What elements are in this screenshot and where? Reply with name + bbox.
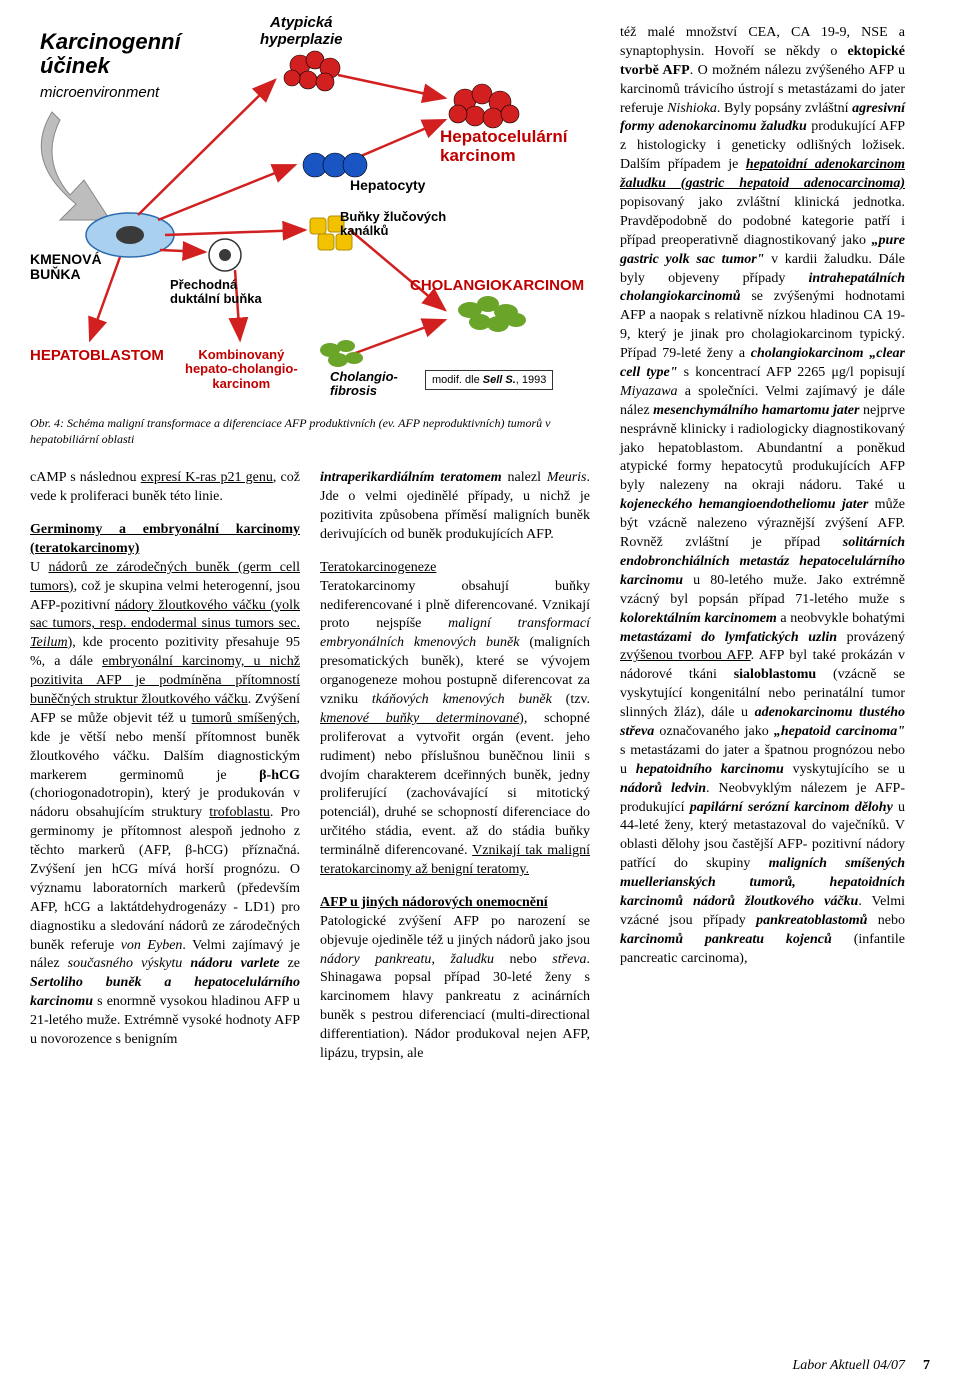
- label-bunky: Buňky žlučových kanálků: [340, 210, 446, 239]
- page-number: 7: [923, 1358, 930, 1373]
- heading-afp-jiny: AFP u jiných nádorových onemocnění: [320, 895, 548, 910]
- diagram: Karcinogenní účinek microenvironment Aty…: [30, 20, 590, 410]
- figure-block: Karcinogenní účinek microenvironment Aty…: [30, 20, 600, 1064]
- label-kombinovany: Kombinovaný hepato-cholangio- karcinom: [185, 348, 298, 391]
- label-atyp-hyper: Atypická hyperplazie: [260, 15, 343, 48]
- text-column-1: cAMP s následnou expresí K-ras p21 genu,…: [30, 469, 300, 1064]
- label-hepcar: Hepatocelulárníkarcinom: [440, 128, 568, 165]
- label-hepatoblastom: HEPATOBLASTOM: [30, 348, 164, 365]
- label-cholangiokarcinom: CHOLANGIOKARCINOM: [410, 278, 584, 295]
- diagram-title: Karcinogenní účinek microenvironment: [40, 30, 181, 103]
- label-prechodna: Přechodná duktální buňka: [170, 278, 262, 307]
- label-modif: modif. dle Sell S., 1993: [425, 370, 553, 390]
- text-column-3: též malé množství CEA, CA 19-9, NSE a sy…: [620, 20, 905, 1064]
- figure-caption: Obr. 4: Schéma maligní transformace a di…: [30, 416, 590, 447]
- page-footer: Labor Aktuell 04/07 7: [792, 1358, 930, 1374]
- label-hepatocyty: Hepatocyty: [350, 178, 425, 193]
- label-cholangiofib: Cholangio- fibrosis: [330, 370, 398, 399]
- label-kmenova: KMENOVÁ BUŇKA: [30, 252, 102, 283]
- text-column-2: intraperikardiálním teratomem nalezl Meu…: [320, 469, 590, 1064]
- heading-germinomy: Germinomy a embryonální karcinomy (terat…: [30, 522, 300, 556]
- footer-label: Labor Aktuell 04/07: [792, 1358, 905, 1373]
- heading-teratokarcinogeneze: Teratokarcinogeneze: [320, 560, 436, 575]
